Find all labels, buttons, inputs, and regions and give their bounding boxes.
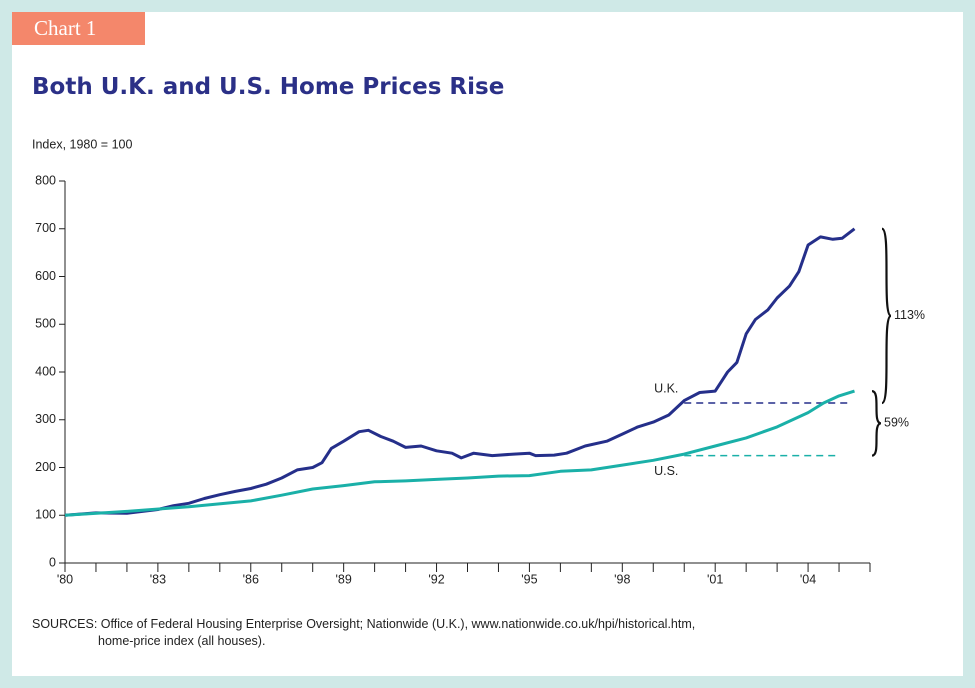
x-tick-label: '89: [336, 572, 352, 586]
y-axis-label: Index, 1980 = 100: [32, 137, 132, 151]
x-tick-label: '01: [707, 572, 723, 586]
y-tick-label: 300: [35, 412, 56, 426]
y-tick-label: 400: [35, 364, 56, 378]
series-label: U.S.: [654, 464, 678, 478]
x-tick-label: '80: [57, 572, 73, 586]
change-label: 59%: [884, 416, 909, 430]
y-tick-label: 0: [49, 555, 56, 569]
series-line: [64, 227, 856, 517]
y-tick-label: 800: [35, 173, 56, 187]
chart-tab: Chart 1: [12, 12, 145, 45]
y-tick-label: 600: [35, 269, 56, 283]
source-line: home-price index (all houses).: [98, 634, 266, 648]
x-tick-label: '98: [614, 572, 630, 586]
chart: Index, 1980 = 100 0 100 200 300 400 500 600 700…: [32, 137, 925, 586]
chart-title: Both U.K. and U.S. Home Prices Rise: [32, 74, 505, 100]
x-tick-label: '95: [521, 572, 537, 586]
x-tick-label: '04: [800, 572, 816, 586]
brace: [871, 390, 882, 457]
frame: Chart 1 Both U.K. and U.S. Home Prices R…: [12, 12, 963, 676]
y-tick-label: 500: [35, 317, 56, 331]
x-tick-label: '86: [243, 572, 259, 586]
y-tick-label: 200: [35, 460, 56, 474]
x-tick-label: '92: [428, 572, 444, 586]
x-tick-label: '83: [150, 572, 166, 586]
brace: [880, 227, 893, 405]
source-line: SOURCES: Office of Federal Housing Enter…: [32, 617, 696, 631]
change-label: 113%: [894, 308, 925, 322]
series-label: U.K.: [654, 381, 678, 395]
sources: SOURCES: Office of Federal Housing Enter…: [32, 616, 695, 650]
y-tick-label: 700: [35, 221, 56, 235]
series-line: [64, 389, 855, 517]
y-tick-label: 100: [35, 508, 56, 522]
